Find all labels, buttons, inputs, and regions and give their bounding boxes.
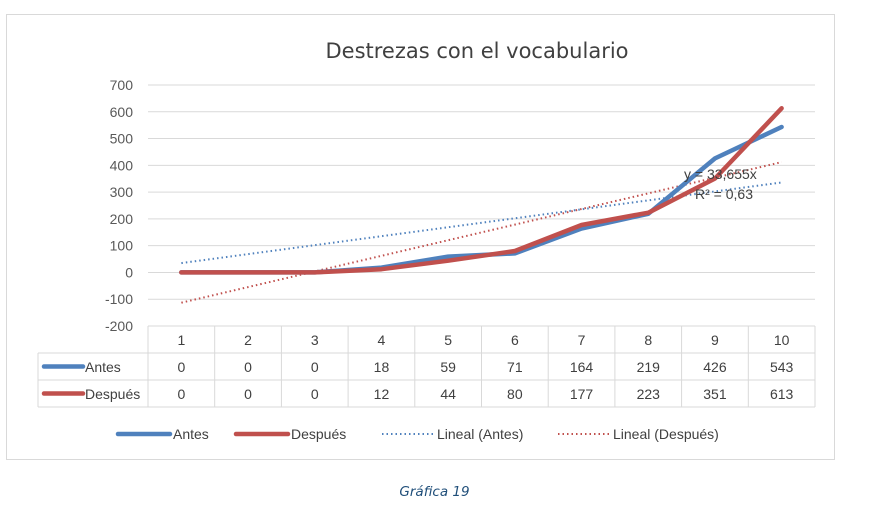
chart-area <box>6 14 835 460</box>
y-axis-ticks: 700 600 500 400 300 200 100 0 -100 -200 <box>105 77 133 334</box>
table-series-name: Antes <box>85 359 121 375</box>
y-tick-label: 600 <box>110 104 134 120</box>
table-cell: 71 <box>507 359 523 375</box>
y-tick-label: 400 <box>110 157 134 173</box>
legend-label: Después <box>291 426 346 442</box>
table-cell: 0 <box>311 386 319 402</box>
trendline <box>181 161 782 304</box>
table-cell: 59 <box>440 359 456 375</box>
gridlines <box>148 84 815 327</box>
x-tick-label: 5 <box>444 332 452 348</box>
y-tick-label: 100 <box>110 238 134 254</box>
series-line <box>179 106 784 275</box>
x-tick-label: 10 <box>774 332 790 348</box>
table-cell: 223 <box>637 386 661 402</box>
table-cell: 613 <box>770 386 794 402</box>
table-cell: 80 <box>507 386 523 402</box>
x-tick-label: 3 <box>311 332 319 348</box>
table-cell: 0 <box>177 386 185 402</box>
y-tick-label: 200 <box>110 211 134 227</box>
table-cell: 164 <box>570 359 594 375</box>
table-cell: 12 <box>374 386 390 402</box>
table-cell: 219 <box>637 359 661 375</box>
figure-caption: Gráfica 19 <box>399 484 470 500</box>
legend-label: Lineal (Antes) <box>437 426 523 442</box>
y-tick-label: 500 <box>110 131 134 147</box>
trend-r2: R² = 0,63 <box>695 186 753 202</box>
x-tick-label: 9 <box>711 332 719 348</box>
y-tick-label: -200 <box>105 318 133 334</box>
trendlines <box>181 161 782 304</box>
table-cell: 0 <box>244 386 252 402</box>
y-tick-label: -100 <box>105 291 133 307</box>
legend-label: Antes <box>173 426 209 442</box>
series-lines <box>179 106 784 275</box>
x-tick-label: 2 <box>244 332 252 348</box>
y-tick-label: 300 <box>110 184 134 200</box>
table-cell: 177 <box>570 386 594 402</box>
table-cell: 44 <box>440 386 456 402</box>
x-tick-label: 8 <box>644 332 652 348</box>
legend: Antes Después Lineal (Antes) Lineal (Despué… <box>115 426 719 442</box>
table-cell: 0 <box>244 359 252 375</box>
x-tick-label: 4 <box>378 332 386 348</box>
trendline-labels: y = 33,655x R² = 0,63 <box>684 166 757 202</box>
y-tick-label: 700 <box>110 77 134 93</box>
table-cell: 426 <box>703 359 727 375</box>
legend-label: Lineal (Después) <box>613 426 719 442</box>
table-cell: 18 <box>374 359 390 375</box>
table-cell: 351 <box>703 386 727 402</box>
y-tick-label: 0 <box>125 264 133 280</box>
x-tick-label: 7 <box>578 332 586 348</box>
x-tick-label: 6 <box>511 332 519 348</box>
table-series-name: Después <box>85 386 140 402</box>
trend-equation: y = 33,655x <box>684 166 757 182</box>
chart-title: Destrezas con el vocabulario <box>325 39 628 63</box>
table-cell: 543 <box>770 359 794 375</box>
trendline <box>181 181 782 265</box>
table-cell: 0 <box>177 359 185 375</box>
table-cell: 0 <box>311 359 319 375</box>
x-tick-label: 1 <box>177 332 185 348</box>
